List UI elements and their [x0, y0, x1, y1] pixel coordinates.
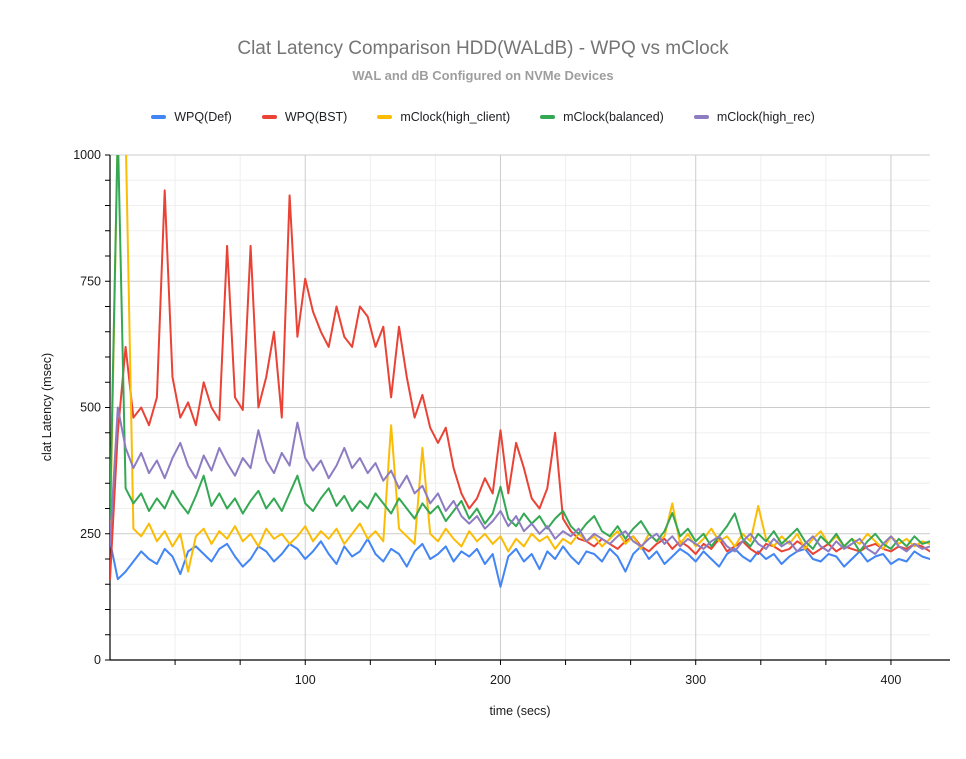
chart-subtitle: WAL and dB Configured on NVMe Devices	[352, 68, 614, 83]
legend-item-mclock-high-client: mClock(high_client)	[377, 110, 510, 124]
y-tick-label: 750	[80, 274, 101, 288]
legend-item-wpq-def: WPQ(Def)	[151, 110, 232, 124]
y-tick-label: 500	[80, 401, 101, 415]
series-line-0	[110, 537, 930, 588]
legend-label: mClock(balanced)	[563, 110, 664, 124]
x-tick-label: 300	[685, 673, 706, 687]
x-tick-label: 400	[881, 673, 902, 687]
y-tick-label: 0	[94, 653, 101, 667]
series-swatch-icon	[377, 115, 393, 119]
legend-label: mClock(high_client)	[400, 110, 511, 124]
chart-title: Clat Latency Comparison HDD(WALdB) - WPQ…	[237, 38, 729, 59]
legend-label: WPQ(Def)	[174, 110, 232, 124]
y-tick-label: 1000	[73, 148, 101, 162]
series-swatch-icon	[540, 115, 556, 119]
series-swatch-icon	[151, 115, 167, 119]
legend-item-wpq-bst: WPQ(BST)	[261, 110, 348, 124]
series-line-3	[110, 155, 930, 553]
legend: WPQ(Def) WPQ(BST) mClock(high_client) mC…	[0, 110, 966, 124]
x-tick-label: 100	[295, 673, 316, 687]
legend-label: WPQ(BST)	[284, 110, 348, 124]
y-tick-label: 250	[80, 527, 101, 541]
series-line-4	[110, 406, 930, 555]
legend-item-mclock-balanced: mClock(balanced)	[540, 110, 664, 124]
series-line-2	[110, 155, 930, 573]
series-swatch-icon	[261, 115, 277, 119]
y-axis-title: clat Latency (msec)	[40, 352, 54, 462]
series-swatch-icon	[693, 115, 709, 119]
x-axis-title: time (secs)	[489, 704, 551, 718]
legend-label: mClock(high_rec)	[716, 110, 815, 124]
x-tick-label: 200	[490, 673, 511, 687]
legend-item-mclock-high-rec: mClock(high_rec)	[693, 110, 815, 124]
